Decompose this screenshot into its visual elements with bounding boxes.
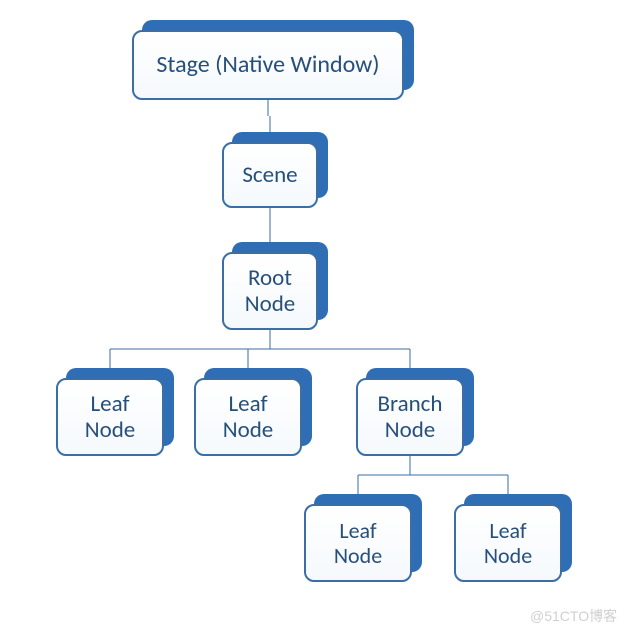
node-leaf4: LeafNode bbox=[454, 504, 562, 582]
node-front: LeafNode bbox=[194, 378, 302, 456]
node-root: RootNode bbox=[222, 252, 318, 330]
node-leaf3: LeafNode bbox=[304, 504, 412, 582]
node-stage: Stage (Native Window) bbox=[132, 30, 404, 100]
node-label: LeafNode bbox=[484, 518, 532, 569]
node-label: LeafNode bbox=[85, 391, 136, 444]
node-front: LeafNode bbox=[56, 378, 164, 456]
node-label: Stage (Native Window) bbox=[156, 51, 379, 79]
node-branch: BranchNode bbox=[356, 378, 464, 456]
node-front: BranchNode bbox=[356, 378, 464, 456]
node-label: LeafNode bbox=[334, 518, 382, 569]
node-front: LeafNode bbox=[454, 504, 562, 582]
node-front: Stage (Native Window) bbox=[132, 30, 404, 100]
node-label: BranchNode bbox=[378, 391, 443, 444]
node-front: LeafNode bbox=[304, 504, 412, 582]
node-label: Scene bbox=[242, 162, 297, 188]
watermark-label: @51CTO博客 bbox=[530, 608, 617, 624]
watermark-text: @51CTO博客 bbox=[530, 606, 617, 626]
node-leaf1: LeafNode bbox=[56, 378, 164, 456]
node-label: RootNode bbox=[245, 265, 296, 318]
node-front: Scene bbox=[222, 142, 318, 208]
node-front: RootNode bbox=[222, 252, 318, 330]
node-leaf2: LeafNode bbox=[194, 378, 302, 456]
node-label: LeafNode bbox=[223, 391, 274, 444]
node-scene: Scene bbox=[222, 142, 318, 208]
